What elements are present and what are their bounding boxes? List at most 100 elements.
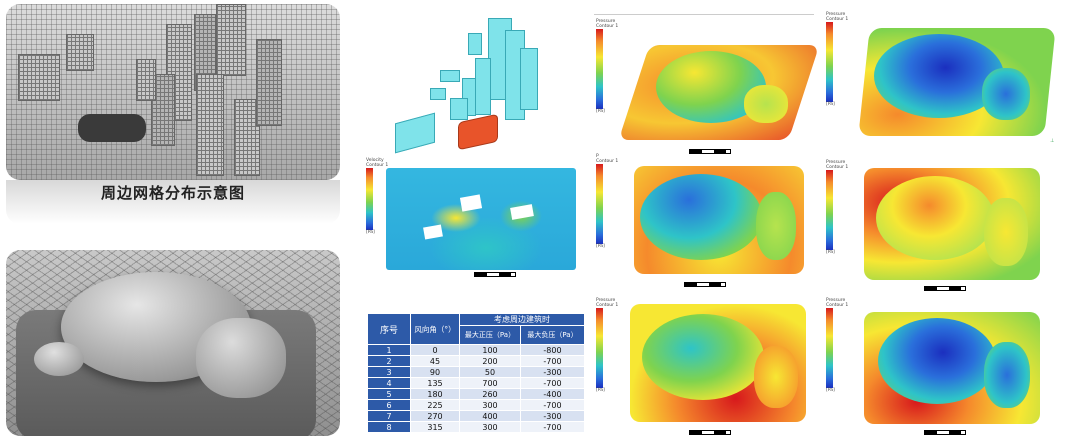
side-dome <box>754 346 798 408</box>
header-max-negative: 最大负压（Pa） <box>520 325 585 345</box>
cell: 8 <box>367 421 411 433</box>
cell: 45 <box>410 355 460 367</box>
legend-unit: [Pa] <box>366 230 375 235</box>
cell: 300 <box>459 399 521 411</box>
cell: 260 <box>459 388 521 400</box>
cell: 270 <box>410 410 460 422</box>
model-building <box>468 33 482 55</box>
legend-title: Pressure Contour 1 <box>826 160 849 170</box>
main-dome <box>642 314 764 400</box>
side-dome <box>982 68 1030 120</box>
cell: 90 <box>410 366 460 378</box>
legend-colorbar <box>596 164 603 244</box>
model-building <box>475 58 491 115</box>
scale-bar <box>689 430 731 435</box>
legend-colorbar <box>826 170 833 250</box>
table-row: 6 225 300 -700 <box>367 399 585 411</box>
model-building <box>520 48 538 110</box>
table-row: 1 0 100 -800 <box>367 344 585 356</box>
side-dome <box>744 85 788 123</box>
pressure-table: 序号 风向角（°） 考虑周边建筑时 最大正压（Pa） 最大负压（Pa） 1 0 10… <box>367 313 585 433</box>
contour-legend: Pressure Contour 1 [Pa] <box>826 12 852 107</box>
pressure-contour-1: Pressure Contour 1 [Pa] <box>594 14 820 155</box>
caption-background <box>6 180 340 224</box>
legend-title: Velocity Contour 1 <box>366 158 389 168</box>
legend-title: P Contour 1 <box>596 154 619 164</box>
side-dome <box>756 192 796 260</box>
mesh-building <box>194 14 216 91</box>
contour-legend: Pressure Contour 1 [Pa] <box>596 298 622 393</box>
contour-legend: Pressure Contour 1 [Pa] <box>826 160 852 255</box>
header-index: 序号 <box>367 313 411 345</box>
header-max-positive: 最大正压（Pa） <box>459 325 521 345</box>
side-dome <box>984 198 1028 266</box>
cell: -800 <box>520 344 585 356</box>
velocity-field <box>386 168 576 270</box>
cell: 50 <box>459 366 521 378</box>
site-mesh-closeup-image <box>6 250 340 436</box>
mesh-caption: 周边网格分布示意图 <box>100 184 245 202</box>
header-group: 考虑周边建筑时 <box>459 313 585 326</box>
cell: 0 <box>410 344 460 356</box>
legend-title: Pressure Contour 1 <box>826 12 849 22</box>
building-model-3d <box>380 8 580 158</box>
legend-unit: [Pa] <box>826 250 835 255</box>
cell: 6 <box>367 399 411 411</box>
legend-title: Pressure Contour 1 <box>826 298 849 308</box>
pressure-contour-5: Pressure Contour 1 [Pa] <box>594 298 814 438</box>
pressure-contour-4: Pressure Contour 1 [Pa] <box>824 158 1060 296</box>
legend-unit: [Pa] <box>596 244 605 249</box>
mesh-building <box>196 74 224 176</box>
scale-bar <box>924 430 966 435</box>
contour-legend: P Contour 1 [Pa] <box>596 154 622 249</box>
pressure-contour-2: Pressure Contour 1 [Pa] ⊥ <box>824 10 1060 155</box>
table-row: 8 315 300 -700 <box>367 421 585 433</box>
mesh-building <box>151 74 175 146</box>
cell: 135 <box>410 377 460 389</box>
mesh-building <box>18 54 60 101</box>
cell: 225 <box>410 399 460 411</box>
table-row: 7 270 400 -300 <box>367 410 585 422</box>
legend-colorbar <box>366 168 373 230</box>
cell: -300 <box>520 366 585 378</box>
cell: -700 <box>520 421 585 433</box>
cell: 5 <box>367 388 411 400</box>
contour-legend: Pressure Contour 1 [Pa] <box>826 298 852 393</box>
cell: -400 <box>520 388 585 400</box>
scale-bar <box>689 149 731 154</box>
legend-unit: [Pa] <box>596 388 605 393</box>
legend-unit: [Pa] <box>826 388 835 393</box>
side-dome <box>984 342 1030 408</box>
cell: 180 <box>410 388 460 400</box>
table-row: 5 180 260 -400 <box>367 388 585 400</box>
scale-bar <box>924 286 966 291</box>
building-section <box>510 204 534 220</box>
velocity-contour-panel: Velocity Contour 1 [Pa] <box>364 158 586 278</box>
cell: 4 <box>367 377 411 389</box>
contour-legend: Pressure Contour 1 [Pa] <box>596 19 622 114</box>
cell: 700 <box>459 377 521 389</box>
legend-title: Pressure Contour 1 <box>596 298 619 308</box>
mesh-building <box>234 99 260 176</box>
surrounding-mesh-image <box>6 4 340 180</box>
building-section <box>423 224 443 240</box>
mesh-building <box>136 59 156 101</box>
table-row: 3 90 50 -300 <box>367 366 585 378</box>
pressure-contour-3: P Contour 1 [Pa] <box>594 150 814 290</box>
main-dome <box>640 174 762 260</box>
axis-triad-icon: ⊥ <box>1050 138 1055 144</box>
cell: 300 <box>459 421 521 433</box>
table-row: 2 45 200 -700 <box>367 355 585 367</box>
mesh-building <box>256 39 282 126</box>
mesh-building <box>216 4 246 76</box>
building-section <box>459 194 483 212</box>
small-dome-mesh <box>34 342 84 376</box>
legend-colorbar <box>596 29 603 109</box>
legend-unit: [Pa] <box>596 109 605 114</box>
cell: 315 <box>410 421 460 433</box>
scale-bar <box>684 282 726 287</box>
legend-colorbar <box>826 308 833 388</box>
legend-colorbar <box>596 308 603 388</box>
legend-unit: [Pa] <box>826 102 835 107</box>
mesh-building <box>66 34 94 71</box>
